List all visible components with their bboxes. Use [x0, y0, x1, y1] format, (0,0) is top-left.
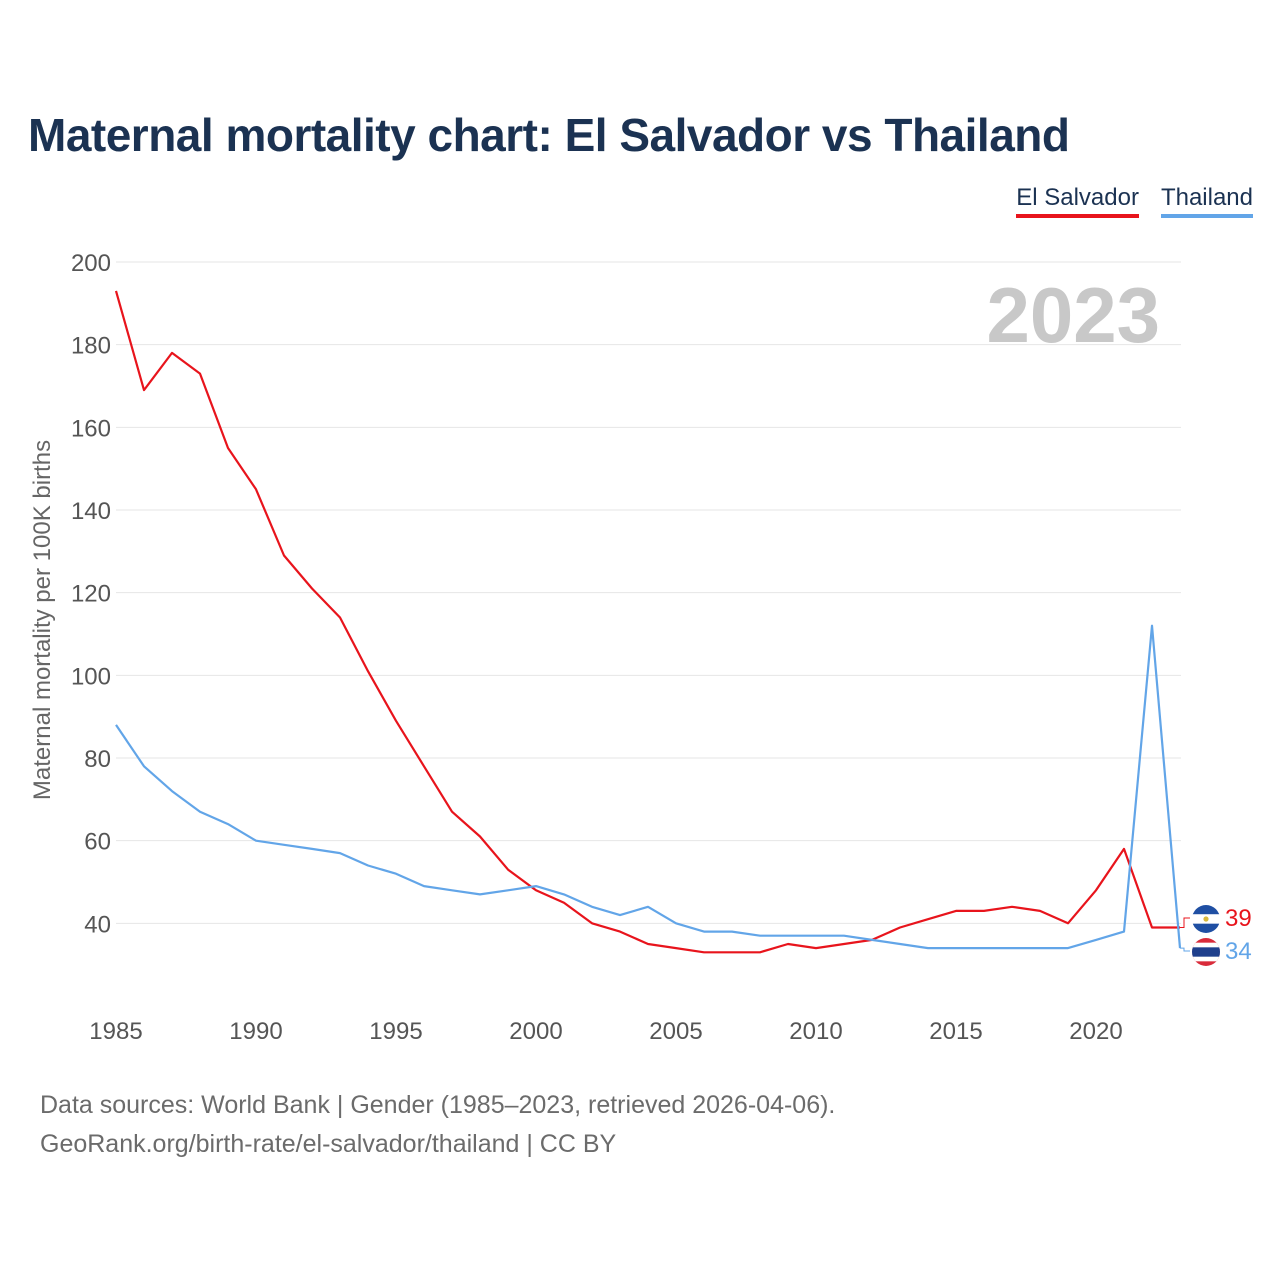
y-tick-label: 180 [71, 333, 111, 360]
x-axis-ticks: 1985 1990 1995 2000 2005 2010 2015 2020 [89, 1018, 1122, 1045]
series-lines [114, 290, 1182, 954]
end-label-connector [1180, 917, 1190, 928]
credit-link[interactable]: GeoRank.org/birth-rate/el-salvador/thail… [40, 1130, 617, 1158]
line-chart: 40 60 80 100 120 140 160 180 200 1985 1990 1995 200… [29, 250, 1252, 1045]
series-line-thailand[interactable] [115, 624, 1182, 950]
y-tick-label: 60 [84, 829, 111, 856]
el-salvador-flag-icon [1192, 905, 1220, 933]
x-tick-label: 1995 [369, 1018, 422, 1045]
year-watermark: 2023 [986, 271, 1160, 359]
legend-item-el-salvador[interactable]: El Salvador [1016, 184, 1139, 218]
data-sources-text: Data sources: World Bank | Gender (1985–… [40, 1091, 836, 1119]
x-tick-label: 1990 [229, 1018, 282, 1045]
y-axis-ticks: 40 60 80 100 120 140 160 180 200 [71, 250, 111, 938]
x-tick-label: 2010 [789, 1018, 842, 1045]
footer: Data sources: World Bank | Gender (1985–… [40, 1086, 835, 1164]
x-tick-label: 2020 [1069, 1018, 1122, 1045]
legend: El Salvador Thailand [1016, 184, 1253, 218]
y-tick-label: 160 [71, 415, 111, 442]
end-label-connector [1180, 947, 1190, 952]
end-value-label: 39 [1225, 905, 1252, 932]
x-tick-label: 2015 [929, 1018, 982, 1045]
x-tick-label: 2005 [649, 1018, 702, 1045]
x-tick-label: 1985 [89, 1018, 142, 1045]
gridlines [116, 261, 1181, 924]
end-value-label: 34 [1225, 938, 1252, 965]
thailand-flag-icon [1192, 938, 1220, 966]
x-tick-label: 2000 [509, 1018, 562, 1045]
y-tick-label: 140 [71, 498, 111, 525]
y-tick-label: 200 [71, 250, 111, 277]
series-line-el-salvador[interactable] [114, 290, 1180, 954]
y-tick-label: 100 [71, 663, 111, 690]
y-axis-label: Maternal mortality per 100K births [29, 440, 56, 800]
chart-title: Maternal mortality chart: El Salvador vs… [28, 109, 1070, 161]
y-tick-label: 80 [84, 746, 111, 773]
legend-item-thailand[interactable]: Thailand [1160, 184, 1253, 218]
y-tick-label: 40 [84, 911, 111, 938]
y-tick-label: 120 [71, 581, 111, 608]
